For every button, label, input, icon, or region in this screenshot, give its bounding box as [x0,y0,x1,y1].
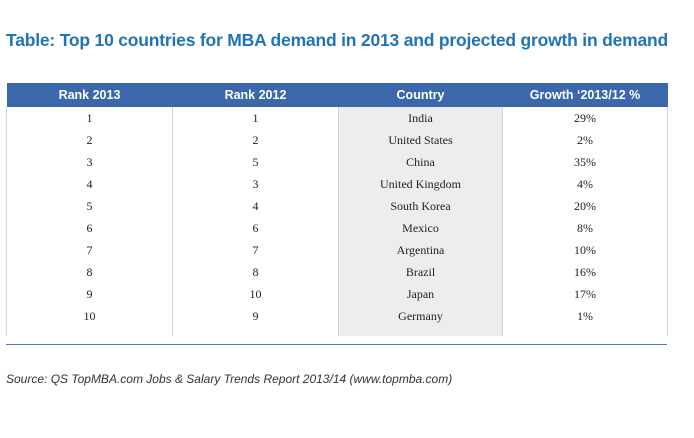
spacer-cell [338,327,503,336]
cell-growth: 17% [502,283,668,305]
cell-growth: 4% [502,173,668,195]
table-row: 3 5 China 35% [6,151,668,173]
cell-rank-2012: 3 [172,173,339,195]
header-rank-2013: Rank 2013 [6,83,173,107]
cell-country: Germany [338,305,503,327]
cell-rank-2012: 7 [172,239,339,261]
table-spacer-row [6,327,668,336]
table-bottom-rule [6,344,667,345]
cell-rank-2013: 3 [6,151,173,173]
cell-rank-2012: 10 [172,283,339,305]
cell-growth: 8% [502,217,668,239]
table-body: 1 1 India 29% 2 2 United States 2% 3 5 C… [6,107,668,336]
table-row: 9 10 Japan 17% [6,283,668,305]
cell-country: China [338,151,503,173]
cell-growth: 2% [502,129,668,151]
spacer-cell [6,327,173,336]
cell-growth: 29% [502,107,668,129]
table-row: 1 1 India 29% [6,107,668,129]
cell-country: Argentina [338,239,503,261]
header-row: Rank 2013 Rank 2012 Country Growth ‘2013… [6,83,668,107]
cell-rank-2013: 4 [6,173,173,195]
mba-demand-table: Rank 2013 Rank 2012 Country Growth ‘2013… [6,83,668,336]
table-row: 4 3 United Kingdom 4% [6,173,668,195]
cell-rank-2013: 9 [6,283,173,305]
cell-rank-2013: 10 [6,305,173,327]
cell-rank-2013: 1 [6,107,173,129]
table-row: 5 4 South Korea 20% [6,195,668,217]
page-title: Table: Top 10 countries for MBA demand i… [6,30,668,50]
cell-rank-2013: 7 [6,239,173,261]
cell-country: United Kingdom [338,173,503,195]
cell-rank-2012: 6 [172,217,339,239]
cell-rank-2012: 4 [172,195,339,217]
cell-country: United States [338,129,503,151]
spacer-cell [172,327,339,336]
cell-growth: 20% [502,195,668,217]
cell-growth: 35% [502,151,668,173]
spacer-cell [502,327,668,336]
table-row: 7 7 Argentina 10% [6,239,668,261]
cell-country: South Korea [338,195,503,217]
cell-rank-2013: 2 [6,129,173,151]
table-row: 2 2 United States 2% [6,129,668,151]
mba-demand-table-container: Rank 2013 Rank 2012 Country Growth ‘2013… [6,83,668,336]
cell-growth: 1% [502,305,668,327]
table-row: 8 8 Brazil 16% [6,261,668,283]
header-growth: Growth ‘2013/12 % [502,83,668,107]
header-country: Country [338,83,503,107]
cell-country: Mexico [338,217,503,239]
table-header: Rank 2013 Rank 2012 Country Growth ‘2013… [6,83,668,107]
cell-rank-2013: 6 [6,217,173,239]
cell-country: Japan [338,283,503,305]
cell-rank-2012: 9 [172,305,339,327]
header-rank-2012: Rank 2012 [172,83,339,107]
table-row: 10 9 Germany 1% [6,305,668,327]
cell-country: India [338,107,503,129]
cell-country: Brazil [338,261,503,283]
cell-rank-2013: 5 [6,195,173,217]
cell-rank-2012: 2 [172,129,339,151]
cell-rank-2012: 5 [172,151,339,173]
cell-rank-2012: 8 [172,261,339,283]
cell-growth: 10% [502,239,668,261]
cell-rank-2013: 8 [6,261,173,283]
source-note: Source: QS TopMBA.com Jobs & Salary Tren… [6,372,453,386]
cell-growth: 16% [502,261,668,283]
cell-rank-2012: 1 [172,107,339,129]
table-row: 6 6 Mexico 8% [6,217,668,239]
